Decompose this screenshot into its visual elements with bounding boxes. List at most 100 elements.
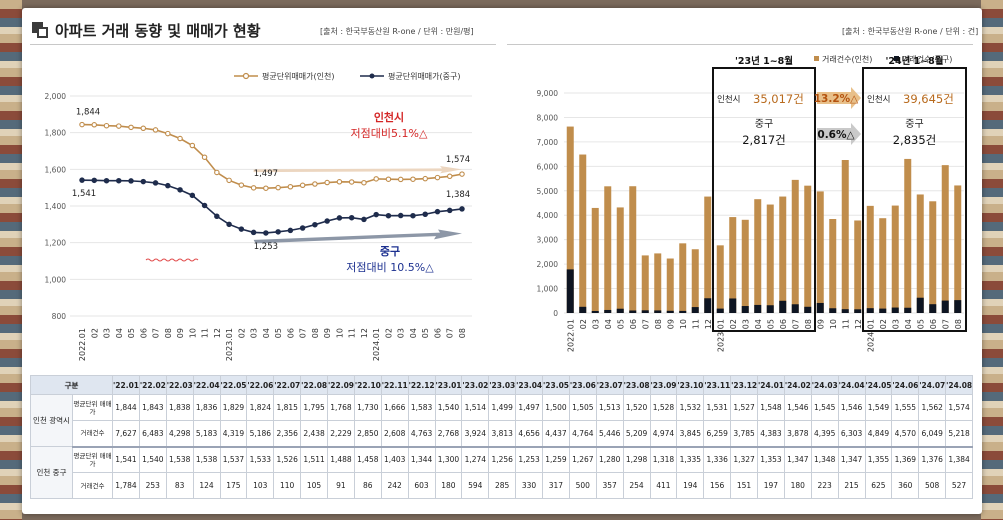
summary-2023-incheon-value: 35,017건 [753,92,804,106]
data-point [263,185,269,191]
table-header-month: '24.04 [837,375,866,395]
x-tick-label: 02 [237,328,246,338]
legend-swatch-incheon [814,56,819,61]
table-cell: 1,511 [300,446,328,473]
x-tick-label: 10 [188,328,197,338]
data-point [324,218,330,224]
bar-junggu [791,304,799,313]
table-cell: 124 [192,472,221,499]
bar-incheon [779,196,787,313]
data-point [91,177,98,184]
table-cell: 105 [300,472,328,499]
summary-2023-incheon-label: 인천시 [717,94,740,105]
table-cell: 91 [327,472,355,499]
table-row-label: 거래건수 [72,420,113,448]
table-row-label: 평균단위 매매가 [72,394,113,421]
table-cell: 285 [488,472,517,499]
table-cell: 500 [568,472,597,499]
background-shelf-right [981,0,1003,520]
summary-2024-incheon-value: 39,645건 [903,92,954,106]
table-cell: 1,336 [703,446,732,473]
annotation-junggu-change: 저점대비 10.5%△ [346,261,434,274]
bar-incheon [704,196,712,313]
box-2023-label: '23년 1~8월 [735,55,793,67]
table-header-month: '23.11 [703,375,732,395]
table-cell: 1,815 [273,394,302,421]
table-cell: 1,347 [837,446,866,473]
bar-incheon [816,191,824,313]
bar-junggu [854,309,862,313]
data-point [214,213,220,220]
table-cell: 411 [649,472,678,499]
x-tick-label: 09 [816,319,825,329]
x-tick-label: 05 [616,319,625,329]
y-tick-label: 5,000 [537,187,559,196]
data-point [348,179,355,185]
bar-incheon [954,185,962,313]
data-point [299,182,306,189]
summary-2024-incheon-label: 인천시 [867,94,890,105]
bar-junggu [804,306,812,313]
y-tick-label: 1,000 [45,275,67,284]
x-tick-label: 02 [384,328,393,338]
table-cell: 4,763 [407,420,436,448]
data-point [312,221,318,228]
y-tick-label: 1,800 [45,129,67,138]
bar-junggu [891,307,899,313]
table-group-label: 인천 중구 [30,446,73,499]
y-tick-label: 800 [52,312,67,321]
bar-incheon [579,154,587,313]
x-tick-label: 07 [641,319,650,329]
data-point [299,225,306,231]
data-point [177,135,183,142]
table-header-month: '22.08 [300,375,328,395]
bar-junggu [779,300,787,313]
table-header-month: '24.02 [783,375,812,395]
header-divider-right [507,44,973,45]
table-header-month: '24.06 [891,375,920,395]
table-cell: 4,764 [568,420,597,448]
bar-incheon [566,126,574,313]
legend-label-junggu: 거래건수(중구) [902,54,952,64]
legend-marker-incheon [242,72,250,80]
table-cell: 4,319 [219,420,248,448]
table-header-month: '23.10 [676,375,705,395]
table-cell: 6,483 [138,420,167,448]
table-header-month: '22.04 [192,375,221,395]
table-cell: 357 [595,472,624,499]
transaction-bar-chart: 9,000 8,000 7,000 6,000 5,000 4,000 3,000 2,000… [537,54,967,352]
table-header-month: '23.09 [649,375,678,395]
data-point [397,176,404,183]
summary-2023-junggu-value: 2,817건 [742,133,786,147]
x-tick-label: 08 [311,328,320,338]
page-header: 아파트 거래 동향 및 매매가 현황 [32,18,261,42]
x-tick-label: 03 [103,328,112,338]
x-tick-label: 08 [164,328,173,338]
box-2023-summary: 인천시 35,017건 중구 2,817건 [717,92,804,147]
background-shelf-left [0,0,22,520]
x-tick-label: 04 [904,319,913,329]
table-cell: 317 [542,472,570,499]
x-tick-label: 03 [591,319,600,329]
annotation-junggu-title: 중구 [380,245,400,258]
data-point [410,212,416,219]
x-tick-label: 02 [879,319,888,329]
table-cell: 1,267 [568,446,597,473]
x-tick-label: 04 [115,328,124,338]
bar-junggu [829,308,837,313]
data-point [226,177,232,184]
table-cell: 1,280 [595,446,624,473]
bar-junggu [916,297,924,313]
y-axis: 2,000 1,800 1,600 1,400 1,200 1,000 800 [45,92,472,321]
table-cell: 1,497 [515,394,543,421]
y-tick-label: 8,000 [537,113,559,122]
point-label-junggu-end: 1,384 [446,190,470,200]
table-cell: 6,259 [703,420,732,448]
junggu-growth-percent: 0.6%△ [817,129,855,141]
x-tick-label: 03 [250,328,259,338]
data-point [103,122,110,129]
data-point [165,130,171,137]
data-point [189,142,196,149]
table-header-month: '23.07 [595,375,624,395]
table-header-month: '22.11 [380,375,409,395]
